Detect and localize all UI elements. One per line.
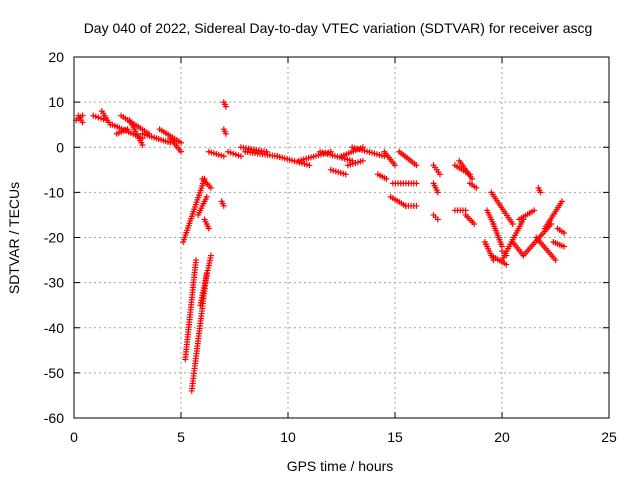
data-point (79, 119, 86, 126)
data-point (124, 126, 131, 133)
axis-ticks: 0 5 10 15 20 25 -60 -50 -40 -30 -20 -10 0 10 20 (44, 49, 617, 445)
data-point (413, 202, 420, 209)
y-tick-label: -40 (44, 320, 64, 336)
data-point (220, 202, 227, 209)
y-tick-label: -20 (44, 230, 64, 246)
data-point (359, 144, 366, 151)
x-tick-label: 25 (601, 429, 617, 445)
y-axis-label: SDTVAR / TECUs (6, 182, 22, 294)
x-tick-label: 20 (494, 429, 510, 445)
y-tick-label: -60 (44, 410, 64, 426)
data-point (469, 175, 476, 182)
data-point (434, 216, 441, 223)
x-tick-label: 10 (280, 429, 296, 445)
data-point (222, 103, 229, 110)
data-point (178, 148, 184, 155)
data-point (342, 171, 349, 178)
data-point (383, 175, 390, 182)
data-point (503, 261, 510, 268)
data-point (561, 243, 568, 250)
data-point (207, 184, 214, 191)
data-point (222, 130, 229, 137)
data-point (509, 220, 516, 227)
data-point (392, 162, 398, 169)
x-tick-label: 5 (177, 429, 185, 445)
data-points (73, 99, 568, 394)
grid-lines (74, 57, 609, 418)
data-point (178, 139, 184, 146)
data-point (552, 257, 559, 264)
data-point (503, 252, 510, 259)
data-point (434, 189, 441, 196)
data-point (561, 229, 568, 236)
data-point (220, 153, 227, 160)
data-point (558, 198, 565, 205)
data-point (531, 207, 538, 214)
data-point (473, 184, 480, 191)
data-point (207, 252, 214, 259)
data-point (413, 180, 420, 187)
data-point (413, 162, 420, 169)
y-tick-label: 20 (48, 49, 64, 65)
data-point (203, 193, 210, 200)
data-point (471, 220, 478, 227)
chart-title: Day 040 of 2022, Sidereal Day-to-day VTE… (84, 20, 593, 36)
data-point (537, 189, 544, 196)
x-tick-label: 0 (70, 429, 78, 445)
x-axis-label: GPS time / hours (287, 458, 394, 474)
data-point (192, 257, 199, 264)
x-tick-label: 15 (387, 429, 403, 445)
y-tick-label: 10 (48, 94, 64, 110)
y-tick-label: 0 (56, 139, 64, 155)
data-point (436, 171, 443, 178)
data-point (139, 141, 146, 148)
data-point (237, 153, 244, 160)
data-point (327, 148, 334, 155)
y-tick-label: -50 (44, 365, 64, 381)
data-point (349, 157, 356, 164)
y-tick-label: -10 (44, 184, 64, 200)
data-point (359, 157, 366, 164)
data-point (205, 225, 212, 232)
data-point (306, 162, 313, 169)
y-tick-label: -30 (44, 275, 64, 291)
